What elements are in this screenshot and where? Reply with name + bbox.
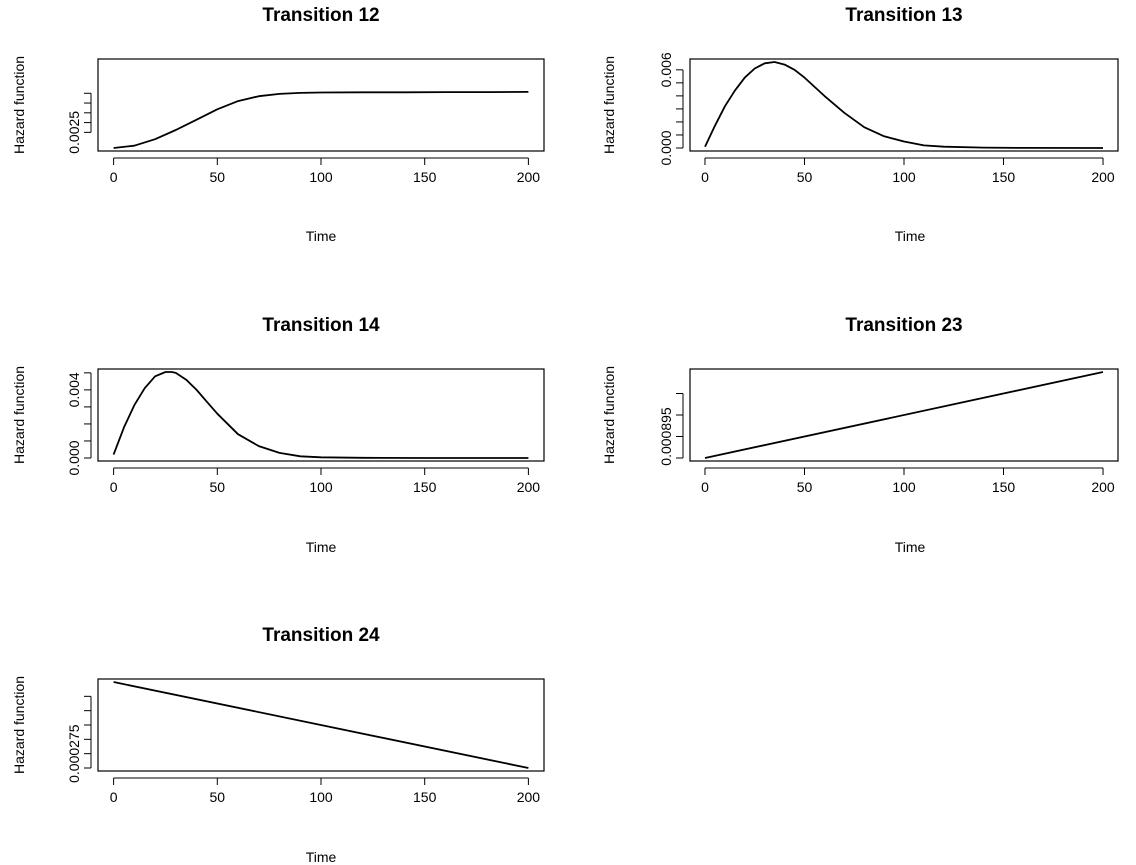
chart-title: Transition 24 — [262, 625, 380, 646]
plot-frame — [689, 368, 1119, 462]
x-tick-label: 100 — [309, 169, 333, 185]
y-tick-label: 0.004 — [66, 372, 82, 407]
x-axis-title: Time — [306, 228, 337, 244]
x-tick-label: 0 — [701, 169, 709, 185]
x-tick-label: 100 — [309, 479, 333, 495]
chart-title: Transition 12 — [262, 5, 379, 26]
series-line — [113, 681, 529, 769]
x-axis-title: Time — [306, 849, 337, 865]
x-tick-label: 150 — [992, 169, 1016, 185]
plot-frame — [97, 58, 545, 152]
series-line — [113, 91, 529, 149]
x-axis-title: Time — [895, 539, 926, 555]
y-tick-label: 0.0025 — [66, 111, 82, 154]
x-tick-label: 150 — [413, 169, 437, 185]
y-axis-title: Hazard function — [11, 366, 27, 464]
y-tick-label: 0.006 — [658, 52, 674, 87]
x-tick-label: 50 — [210, 169, 226, 185]
x-tick-label: 150 — [992, 479, 1016, 495]
panel-transition-23: Transition 23 Hazard function Time 0 50 10… — [601, 315, 1119, 555]
x-tick-label: 200 — [517, 169, 541, 185]
plot-frame — [97, 678, 545, 772]
y-tick-label: 0.000895 — [658, 407, 674, 466]
x-tick-label: 200 — [1091, 479, 1115, 495]
x-tick-label: 0 — [701, 479, 709, 495]
chart-title: Transition 23 — [845, 315, 962, 336]
panel-transition-14: Transition 14 Hazard function Time 0 50 10… — [11, 315, 545, 555]
series-line — [112, 371, 529, 459]
y-tick-label: 0.000 — [66, 440, 82, 475]
y-axis-title: Hazard function — [601, 366, 617, 464]
x-axis-title: Time — [306, 539, 337, 555]
y-axis-title: Hazard function — [11, 676, 27, 774]
x-tick-label: 50 — [797, 169, 813, 185]
x-tick-label: 200 — [517, 789, 541, 805]
x-tick-label: 150 — [413, 479, 437, 495]
x-tick-label: 150 — [413, 789, 437, 805]
x-tick-label: 100 — [892, 169, 916, 185]
chart-title: Transition 14 — [262, 315, 380, 336]
x-tick-label: 100 — [309, 789, 333, 805]
x-tick-label: 50 — [210, 789, 226, 805]
x-tick-label: 0 — [110, 789, 118, 805]
x-tick-label: 200 — [517, 479, 541, 495]
x-tick-label: 50 — [797, 479, 813, 495]
y-axis-title: Hazard function — [11, 56, 27, 154]
panel-transition-12: Transition 12 Hazard function Time 0 50 10… — [11, 5, 545, 244]
x-axis-title: Time — [895, 228, 926, 244]
x-tick-label: 50 — [210, 479, 226, 495]
series-line — [704, 61, 1104, 149]
plot-frame — [689, 58, 1119, 152]
x-tick-label: 0 — [110, 479, 118, 495]
y-axis-title: Hazard function — [601, 56, 617, 154]
plot-frame — [97, 368, 545, 462]
x-tick-label: 200 — [1091, 169, 1115, 185]
y-tick-label: 0.000 — [658, 130, 674, 165]
panel-transition-13: Transition 13 Hazard function Time 0 50 10… — [601, 5, 1119, 244]
series-line — [704, 371, 1104, 459]
y-tick-label: 0.000275 — [66, 724, 82, 783]
panel-transition-24: Transition 24 Hazard function Time 0 50 10… — [11, 625, 545, 865]
chart-title: Transition 13 — [845, 5, 962, 26]
x-tick-label: 0 — [110, 169, 118, 185]
x-tick-label: 100 — [892, 479, 916, 495]
